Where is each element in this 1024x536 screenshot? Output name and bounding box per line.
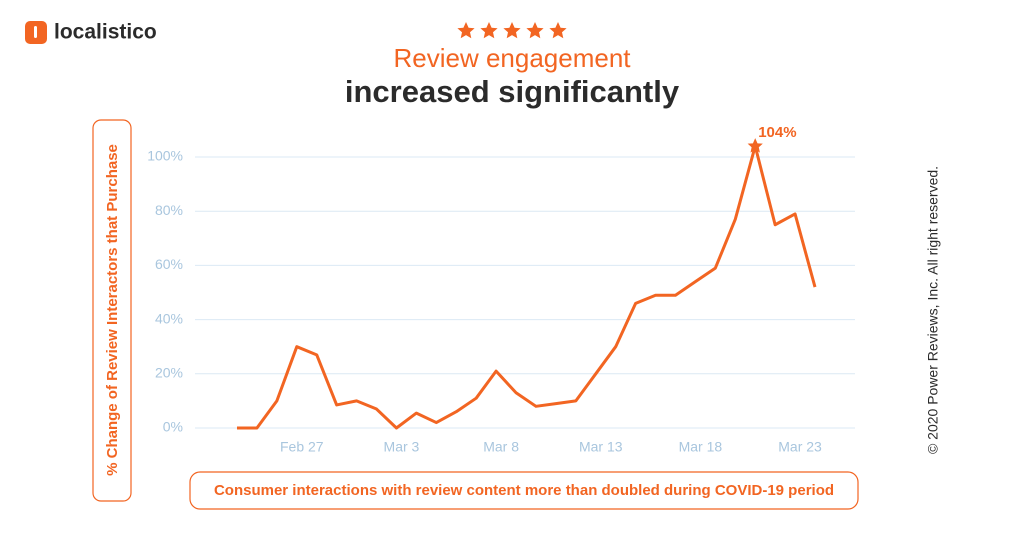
star (503, 22, 521, 39)
y-tick-label: 0% (163, 419, 183, 435)
x-tick-label: Mar 8 (483, 439, 519, 455)
x-tick-label: Mar 3 (384, 439, 420, 455)
caption: Consumer interactions with review conten… (214, 482, 834, 499)
y-tick-label: 40% (155, 310, 183, 326)
y-tick-label: 20% (155, 365, 183, 381)
star (526, 22, 544, 39)
data-label: 104% (758, 124, 796, 141)
copyright: © 2020 Power Reviews, Inc. All right res… (925, 166, 941, 454)
x-tick-label: Mar 23 (778, 439, 822, 455)
x-tick-label: Mar 18 (679, 439, 723, 455)
chart-title: Review engagement (393, 43, 631, 73)
x-tick-label: Mar 13 (579, 439, 623, 455)
y-label-box (92, 119, 132, 502)
y-tick-label: 80% (155, 202, 183, 218)
y-axis-label: % Change of Review Interactors that Purc… (104, 144, 121, 476)
logo-icon-mark (34, 26, 37, 38)
star (480, 22, 498, 39)
chart-subtitle: increased significantly (345, 74, 680, 109)
peak-marker (747, 138, 763, 153)
y-tick-label: 60% (155, 256, 183, 272)
plot: 0% 20% 40% 60% 80% 100% Feb 27 Mar 3 Mar 8 Mar 13… (147, 124, 855, 455)
rating-stars (457, 22, 567, 39)
logo-text: localistico (54, 21, 157, 44)
y-tick-label: 100% (147, 148, 183, 164)
data-line (237, 144, 817, 430)
star (549, 22, 567, 39)
star (457, 22, 475, 39)
x-tick-label: Feb 27 (280, 439, 324, 455)
caption-box (189, 471, 859, 510)
